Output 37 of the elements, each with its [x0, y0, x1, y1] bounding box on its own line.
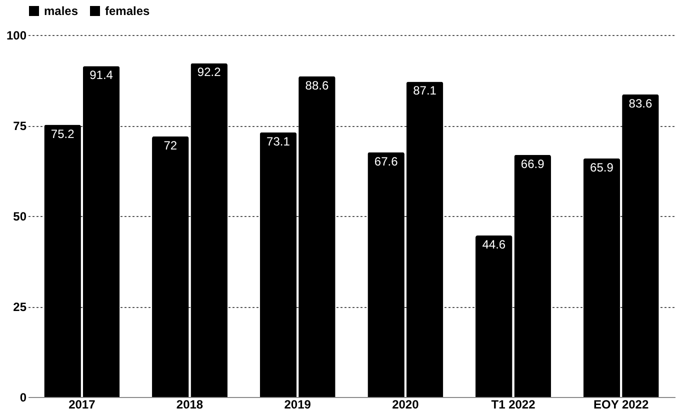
bar: [476, 236, 512, 397]
y-tick-label: 75: [13, 119, 27, 133]
bar: [583, 158, 620, 397]
data-label: 91.4: [90, 68, 114, 82]
y-tick-label: 0: [20, 390, 27, 404]
data-label: 72: [164, 138, 178, 152]
x-tick-label: EOY 2022: [594, 398, 649, 412]
y-tick-label: 25: [13, 300, 27, 314]
x-tick-label: 2019: [284, 398, 312, 412]
legend-label: males: [44, 4, 78, 18]
data-label: 66.9: [520, 156, 545, 171]
data-label: 44.6: [482, 238, 506, 252]
data-label: 65.9: [590, 160, 614, 174]
bar: [406, 82, 444, 397]
bar: [622, 94, 659, 397]
data-label: 75.2: [50, 126, 75, 141]
x-tick-label: 2017: [68, 398, 96, 412]
bar: [152, 136, 189, 397]
data-label: 83.6: [628, 96, 652, 110]
bar: [260, 132, 297, 397]
bar: [44, 124, 81, 397]
data-label: 87.1: [413, 84, 437, 98]
legend-label: females: [105, 4, 150, 18]
bar: [368, 152, 404, 397]
data-label: 73.1: [266, 134, 290, 148]
bar: [298, 76, 336, 397]
x-tick-label: 2020: [392, 398, 420, 412]
bar: [82, 66, 120, 397]
data-label: 67.6: [374, 154, 398, 168]
x-tick-label: T1 2022: [491, 398, 536, 412]
x-tick-label: 2018: [176, 398, 204, 412]
bar: [190, 63, 228, 397]
y-tick-label: 50: [13, 210, 27, 224]
data-label: 88.6: [305, 78, 329, 92]
bar: [514, 154, 551, 397]
y-tick-label: 100: [6, 28, 27, 42]
data-label: 92.2: [197, 65, 222, 80]
